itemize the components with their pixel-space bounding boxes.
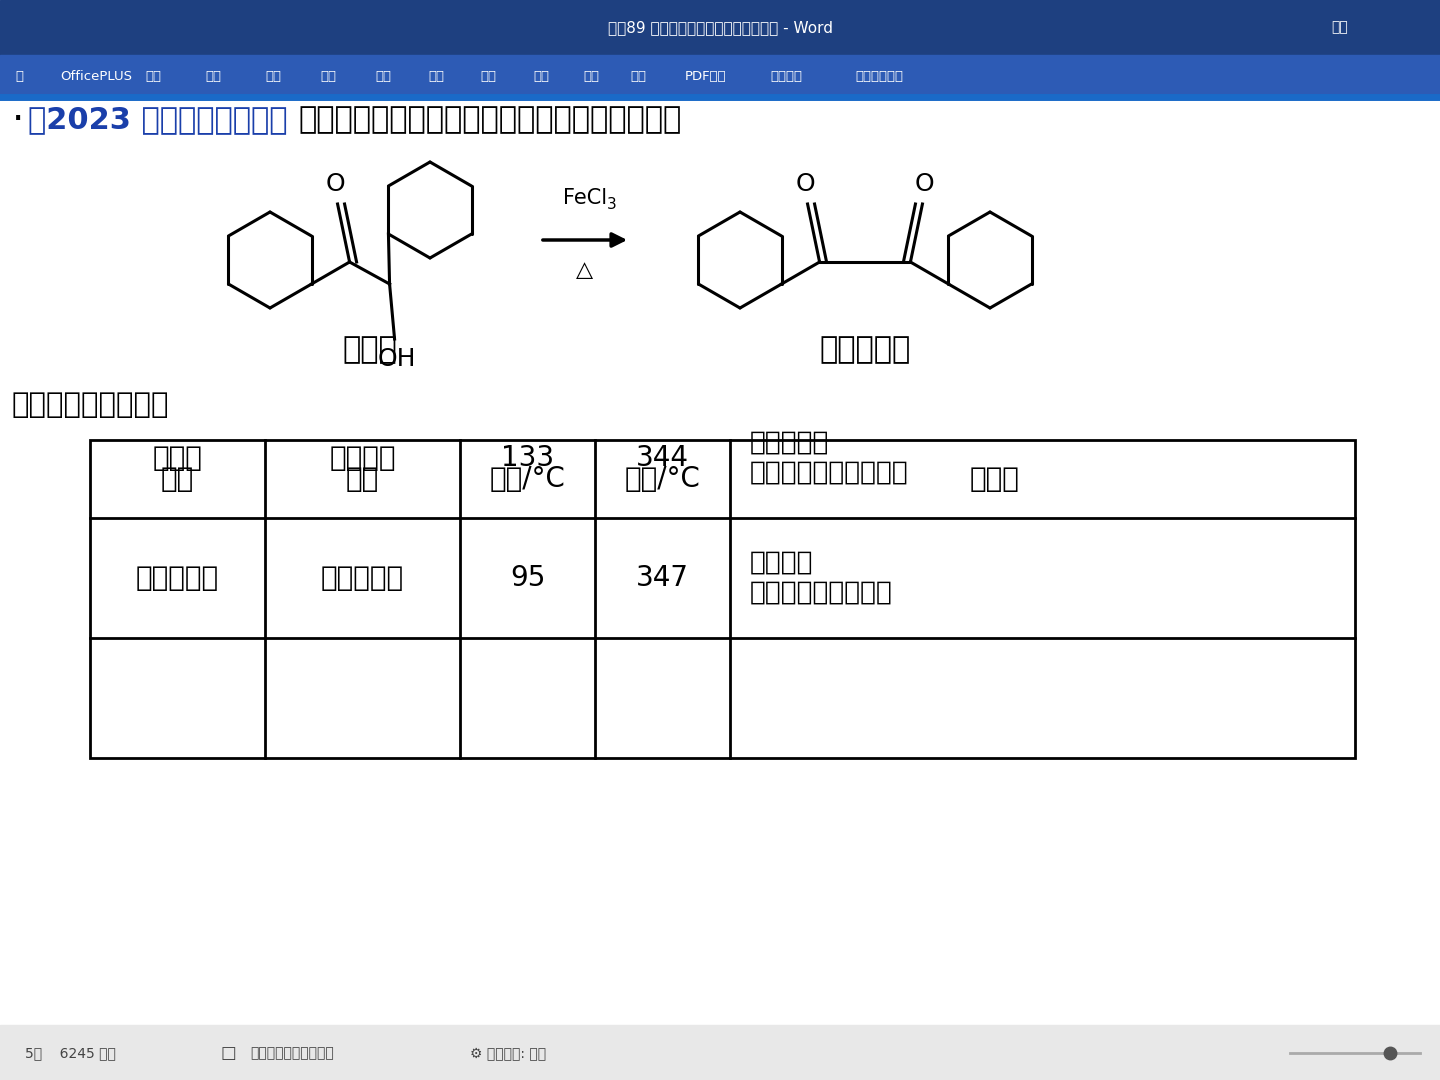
Text: O: O: [914, 172, 935, 195]
Text: 引用: 引用: [428, 69, 444, 82]
Text: 不溶于水: 不溶于水: [750, 550, 814, 576]
Text: 3: 3: [608, 197, 616, 212]
Text: 95: 95: [510, 564, 546, 592]
Text: 设计: 设计: [320, 69, 336, 82]
Bar: [0, 0, 1440, 55]
Text: 【2023 年全国新课标卷】: 【2023 年全国新课标卷】: [27, 106, 288, 135]
Text: 视图: 视图: [583, 69, 599, 82]
Text: 邮件: 邮件: [480, 69, 495, 82]
Text: △: △: [576, 260, 593, 280]
Text: ·: ·: [12, 102, 24, 139]
Text: 操作说明搜索: 操作说明搜索: [855, 69, 903, 82]
Bar: [89, 440, 1355, 758]
Text: 审阅: 审阅: [533, 69, 549, 82]
Text: 熔点/°C: 熔点/°C: [490, 465, 566, 492]
Text: 347: 347: [636, 564, 688, 592]
Text: PDF工具: PDF工具: [685, 69, 727, 82]
Text: 布局: 布局: [374, 69, 392, 82]
Text: 绘图: 绘图: [265, 69, 281, 82]
Text: FeCl: FeCl: [563, 188, 608, 208]
Text: 插入: 插入: [204, 69, 220, 82]
Bar: [0, 97, 1440, 1025]
Text: O: O: [796, 172, 815, 195]
Text: 5页    6245 个字: 5页 6245 个字: [24, 1047, 115, 1059]
Bar: [0, 1025, 1440, 1080]
Text: OH: OH: [377, 347, 416, 372]
Text: 相关信息列表如下：: 相关信息列表如下：: [12, 391, 170, 419]
Text: 溶解性: 溶解性: [971, 465, 1020, 492]
Text: ⚙ 辅助功能: 调查: ⚙ 辅助功能: 调查: [469, 1047, 546, 1059]
Text: 溶于乙醇、苯、乙酸: 溶于乙醇、苯、乙酸: [750, 580, 893, 606]
Text: 白色固体: 白色固体: [330, 444, 396, 472]
Text: 百度网盘: 百度网盘: [770, 69, 802, 82]
Text: 简体中文（中国大陆）: 简体中文（中国大陆）: [251, 1047, 334, 1059]
Text: 始: 始: [14, 69, 23, 82]
Text: 超张: 超张: [1332, 21, 1348, 35]
Text: 安息香: 安息香: [343, 336, 397, 365]
Text: 溶于热水、乙醇、乙酸: 溶于热水、乙醇、乙酸: [750, 460, 909, 486]
Text: 安息香: 安息香: [153, 444, 203, 472]
Text: 344: 344: [636, 444, 688, 472]
Bar: [0, 55, 1440, 97]
Text: 物质: 物质: [161, 465, 194, 492]
Text: 133: 133: [501, 444, 554, 472]
Text: □: □: [220, 1044, 236, 1062]
Text: 帮助: 帮助: [631, 69, 647, 82]
Text: O: O: [325, 172, 346, 195]
Text: 专题89 有机物制备综合实验（原卷版） - Word: 专题89 有机物制备综合实验（原卷版） - Word: [608, 21, 832, 35]
Text: 二苯乙二酮: 二苯乙二酮: [135, 564, 219, 592]
Text: 沸点/°C: 沸点/°C: [625, 465, 700, 492]
Text: 性状: 性状: [346, 465, 379, 492]
Text: 模板: 模板: [145, 69, 161, 82]
Text: OfficePLUS: OfficePLUS: [60, 69, 132, 82]
Text: 淡黄色固体: 淡黄色固体: [321, 564, 405, 592]
Text: 二苯乙二酮: 二苯乙二酮: [819, 336, 910, 365]
Text: 难溶于冷水: 难溶于冷水: [750, 430, 829, 456]
Text: 实验室由安息香制备二苯乙二酮的反应式如下：: 实验室由安息香制备二苯乙二酮的反应式如下：: [298, 106, 681, 135]
